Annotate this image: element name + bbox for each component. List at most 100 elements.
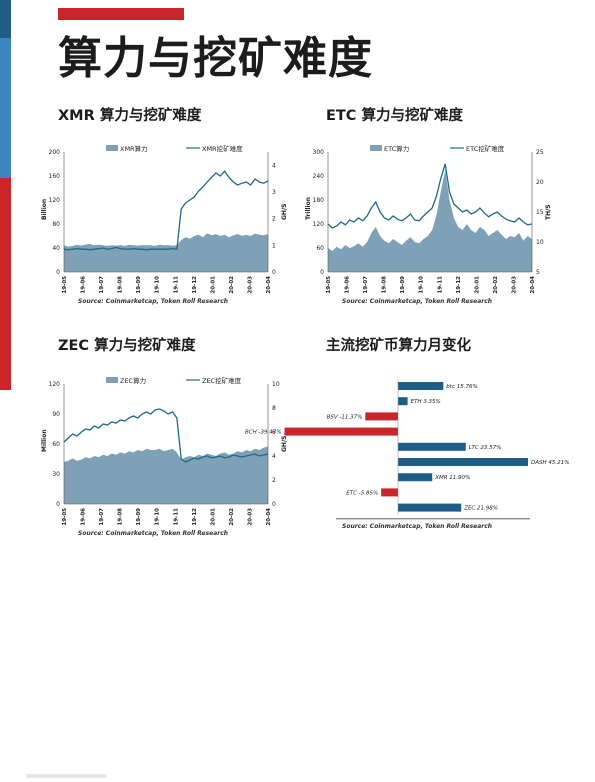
etc-xtick-label: 19-08 (382, 276, 388, 294)
bar-label-zec: ZEC 21.98% (463, 506, 498, 512)
xmr-xtick-label: 19-06 (81, 276, 87, 294)
monthly-chart-title: 主流挖矿币算力月变化 (326, 338, 471, 354)
etc-ytick-label: 240 (313, 173, 325, 180)
footer-mark (26, 774, 106, 778)
zec-xtick-label: 19-08 (118, 508, 124, 526)
etc-y2tick-label: 20 (536, 179, 544, 186)
bar-label-etc: ETC -5.85% (346, 490, 378, 496)
monthly-change-bar-chart: btc 15.76% ETH 3.35% BSV -11.37% BCH -39.47… (245, 380, 569, 530)
zec-xtick-label: 20-02 (229, 508, 235, 526)
etc-chart-title: ETC 算力与挖矿难度 (326, 108, 463, 124)
zec-hashrate-chart: ZEC算力 ZEC挖矿难度 0 30 60 90 120 0 2 4 6 8 10 Million GH/S… (41, 376, 288, 537)
xmr-source-note: Source: Coinmarketcap, Token Roll Resear… (78, 298, 228, 305)
zec-legend-area-swatch (106, 377, 118, 383)
zec-xtick-label: 19-10 (155, 508, 161, 526)
xmr-difficulty-line (63, 170, 269, 251)
xmr-y2label: GH/S (281, 204, 288, 220)
zec-ytick-label: 90 (52, 411, 60, 418)
etc-ytick-label: 60 (316, 245, 324, 252)
xmr-ytick-label: 0 (56, 269, 60, 276)
xmr-ytick-label: 200 (49, 149, 61, 156)
etc-ytick-label: 300 (313, 149, 325, 156)
zec-xtick-label: 19-06 (81, 508, 87, 526)
zec-legend-line-label: ZEC挖矿难度 (202, 376, 242, 385)
zec-xtick-label: 20-01 (210, 508, 216, 526)
etc-legend-area-swatch (370, 145, 382, 151)
zec-y2tick-label: 10 (272, 381, 280, 388)
etc-hashrate-chart: ETC算力 ETC挖矿难度 0 60 120 180 240 300 5 10 15 20 25 Tril… (305, 144, 552, 305)
bar-label-xmr: XMR 11.90% (434, 475, 470, 481)
xmr-xtick-label: 19-09 (136, 276, 142, 294)
xmr-hashrate-area (64, 233, 268, 272)
xmr-y2tick-label: 0 (272, 269, 276, 276)
bar-ltc (398, 442, 466, 451)
page-title: 算力与挖矿难度 (58, 33, 373, 84)
etc-y2tick-label: 10 (536, 239, 544, 246)
etc-y2tick-label: 15 (536, 209, 544, 216)
xmr-xtick-label: 20-01 (210, 276, 216, 294)
zec-ytick-label: 120 (49, 381, 61, 388)
zec-chart-title: ZEC 算力与挖矿难度 (58, 338, 196, 354)
xmr-xtick-label: 19-11 (173, 276, 179, 294)
bar-btc (398, 382, 444, 390)
bar-dash (398, 458, 528, 466)
zec-ylabel: Million (41, 429, 48, 452)
etc-ylabel: Trillion (305, 197, 312, 220)
etc-xtick-label: 20-01 (474, 276, 480, 294)
etc-xtick-label: 20-04 (530, 276, 536, 294)
etc-xtick-label: 19-09 (400, 276, 406, 294)
zec-ytick-label: 60 (52, 441, 60, 448)
zec-ytick-label: 30 (52, 471, 60, 478)
etc-legend-area-label: ETC算力 (384, 144, 409, 153)
bar-label-eth: ETH 3.35% (411, 399, 441, 405)
zec-xtick-label: 20-03 (247, 508, 253, 526)
xmr-xtick-label: 19-12 (192, 276, 198, 294)
xmr-ytick-label: 80 (52, 221, 60, 228)
etc-ytick-label: 180 (313, 197, 325, 204)
zec-xtick-label: 20-04 (266, 508, 272, 526)
etc-xtick-label: 19-11 (437, 276, 443, 294)
bar-eth (398, 397, 408, 406)
zec-y2tick-label: 2 (272, 477, 276, 484)
xmr-ytick-label: 120 (49, 197, 61, 204)
xmr-y2tick-label: 4 (272, 162, 276, 169)
side-accent-dark (0, 0, 11, 38)
etc-y2tick-label: 25 (536, 149, 544, 156)
etc-source-note: Source: Coinmarketcap, Token Roll Resear… (342, 298, 492, 305)
xmr-ytick-label: 40 (52, 245, 60, 252)
bar-label-ltc: LTC 23.57% (469, 445, 502, 451)
etc-ytick-label: 120 (313, 221, 325, 228)
bar-label-bsv: BSV -11.37% (327, 414, 363, 420)
xmr-xtick-label: 19-08 (118, 276, 124, 294)
zec-y2tick-label: 6 (272, 429, 276, 436)
xmr-xtick-label: 20-04 (266, 276, 272, 294)
etc-xtick-label: 19-07 (363, 276, 369, 294)
zec-y2tick-label: 0 (272, 501, 276, 508)
xmr-xtick-label: 19-07 (99, 276, 105, 294)
zec-source-note: Source: Coinmarketcap, Token Roll Resear… (78, 530, 228, 537)
etc-difficulty-line (327, 163, 533, 229)
zec-xtick-label: 19-11 (173, 508, 179, 526)
zec-xtick-label: 19-05 (62, 508, 68, 526)
xmr-hashrate-chart: XMR算力 XMR挖矿难度 0 40 80 120 160 200 0 1 2 3 4 Billion GH… (41, 144, 288, 305)
zec-y2label: GH/S (281, 436, 288, 452)
xmr-legend-area-label: XMR算力 (120, 144, 148, 153)
xmr-xtick-label: 20-03 (247, 276, 253, 294)
zec-xtick-label: 19-07 (99, 508, 105, 526)
bar-bch (284, 427, 398, 436)
zec-hashrate-area (64, 446, 268, 504)
etc-xtick-label: 20-02 (493, 276, 499, 294)
zec-y2tick-label: 4 (272, 453, 276, 460)
zec-ytick-label: 0 (56, 501, 60, 508)
bar-label-btc: btc 15.76% (446, 384, 477, 390)
xmr-ylabel: Billion (41, 199, 48, 220)
zec-legend-area-label: ZEC算力 (120, 376, 146, 385)
xmr-legend-area-swatch (106, 145, 118, 151)
etc-ytick-label: 0 (320, 269, 324, 276)
side-accent-blue (0, 38, 11, 178)
etc-xtick-label: 19-10 (419, 276, 425, 294)
etc-hashrate-area (328, 170, 532, 272)
etc-xtick-label: 19-12 (456, 276, 462, 294)
bar-bsv (365, 412, 398, 421)
title-accent-bar (58, 8, 184, 20)
